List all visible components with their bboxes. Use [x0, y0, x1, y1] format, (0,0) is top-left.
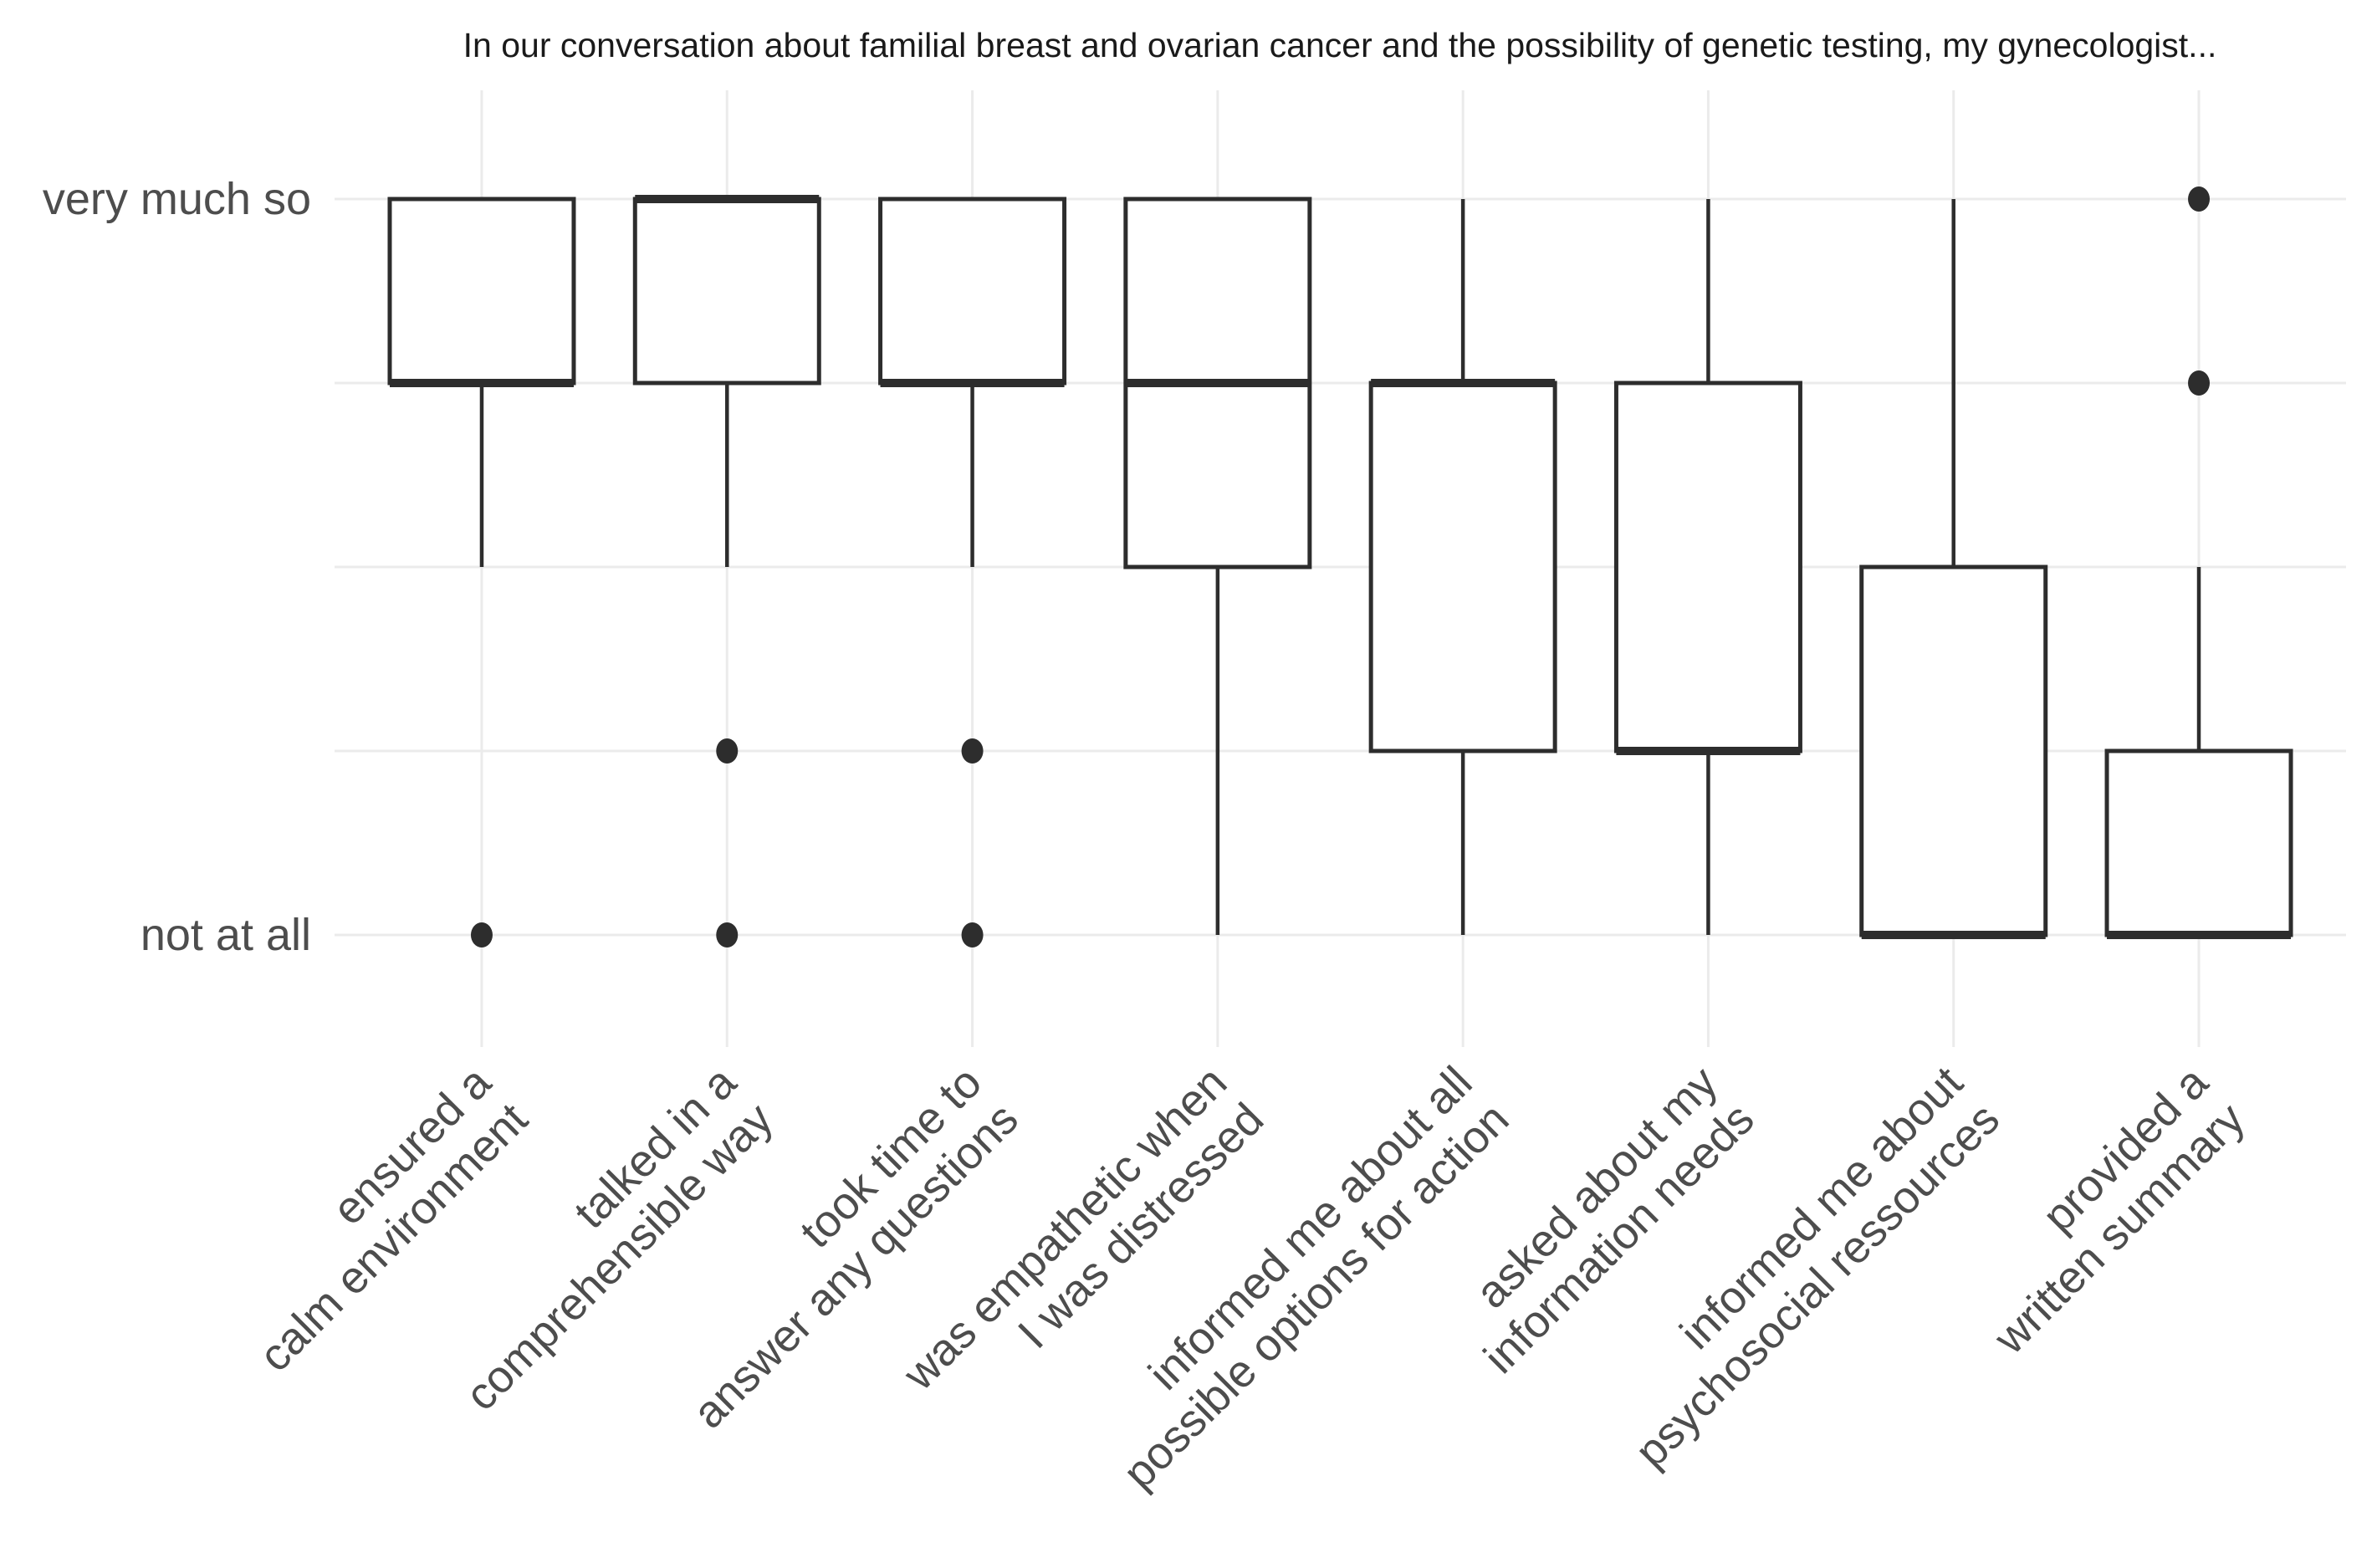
boxplot-3: [878, 197, 1067, 947]
outlier-point: [2188, 370, 2211, 396]
chart-title: In our conversation about familial breas…: [463, 26, 2217, 64]
boxplot-4: [1123, 197, 1312, 935]
boxplot-5: [1368, 199, 1557, 935]
outlier-point: [961, 922, 984, 947]
outlier-point: [2188, 186, 2211, 212]
box-series: [387, 186, 2293, 947]
iqr-box: [2104, 748, 2293, 937]
x-axis-label: ensured acalm environment: [213, 1056, 538, 1381]
iqr-box: [1859, 564, 2048, 937]
outlier-point: [470, 922, 493, 947]
boxplot-1: [387, 197, 576, 947]
x-axis-label: provided awritten summary: [1947, 1056, 2255, 1364]
boxplot-7: [1859, 199, 2048, 939]
outlier-point: [961, 738, 984, 764]
boxplot-2: [632, 195, 821, 947]
y-tick-label-very-much-so: very much so: [43, 174, 311, 224]
iqr-box: [632, 197, 821, 386]
iqr-box: [387, 197, 576, 386]
boxplot-8: [2104, 186, 2293, 939]
iqr-box: [1368, 381, 1557, 753]
outlier-point: [716, 738, 739, 764]
boxplot-6: [1613, 199, 1802, 935]
y-tick-label-not-at-all: not at all: [141, 910, 311, 960]
outlier-point: [716, 922, 739, 947]
iqr-box: [878, 197, 1067, 386]
x-axis-labels: ensured acalm environment talked in acomp…: [213, 1056, 2255, 1498]
iqr-box: [1613, 381, 1802, 753]
